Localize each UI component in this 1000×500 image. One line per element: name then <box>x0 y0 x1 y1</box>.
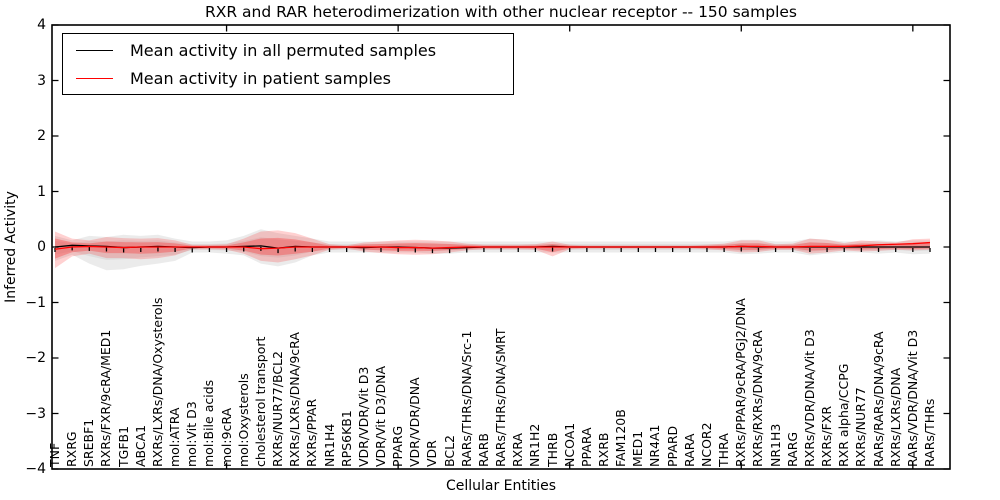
x-tick-label: VDR/VDR/Vit D3 <box>355 366 371 467</box>
x-tick-label: FAM120B <box>613 409 629 467</box>
y-tick-label: −2 <box>25 350 46 366</box>
y-tick-label: −3 <box>25 405 46 422</box>
x-tick-label: RARs/THRs/DNA/Src-1 <box>458 330 474 467</box>
x-tick-label: RARs/RARs/DNA/9cRA <box>870 331 886 467</box>
y-tick-label: −4 <box>25 461 46 477</box>
x-tick-label: TGFB1 <box>115 425 131 467</box>
x-tick-label: RARB <box>475 433 491 467</box>
x-tick-label: VDR/Vit D3/DNA <box>372 365 388 467</box>
x-tick-label: RXRA <box>510 433 526 467</box>
y-tick-label: 3 <box>37 72 46 89</box>
legend-line-permuted-icon <box>76 49 113 51</box>
legend: Mean activity in all permuted samples Me… <box>62 33 514 95</box>
legend-line-patient-icon <box>76 77 113 79</box>
x-tick-label: TNF <box>47 442 62 467</box>
x-tick-label: THRB <box>544 432 560 467</box>
permuted-band-inner <box>55 237 930 260</box>
x-tick-label: RXRs/FXR <box>819 405 835 467</box>
x-tick-label: RXRs/LXRs/DNA/9cRA <box>287 332 303 467</box>
x-tick-label: VDR/VDR/DNA <box>407 377 423 467</box>
y-tick-label: 1 <box>37 183 46 200</box>
x-tick-label: RARs/VDR/DNA/Vit D3 <box>904 329 920 467</box>
x-tick-label: cholesterol transport <box>252 336 268 467</box>
x-tick-label: RXRs/LXRs/DNA <box>887 367 903 467</box>
x-tick-label: BCL2 <box>441 434 457 467</box>
patient-mean-line <box>54 241 931 250</box>
legend-item-permuted: Mean activity in all permuted samples <box>63 36 513 64</box>
x-tick-label: RXR alpha/CCPG <box>836 363 852 467</box>
x-tick-label: mol:Vit D3 <box>184 401 200 467</box>
y-tick-label: 4 <box>37 17 46 33</box>
x-tick-label: RARA <box>681 433 697 467</box>
x-tick-label: RXRs/PPAR <box>304 398 320 467</box>
patient-band-inner <box>55 237 930 259</box>
x-tick-label: VDR <box>424 440 440 467</box>
y-tick-label: 2 <box>37 128 46 144</box>
x-tick-label: RXRs/NUR77 <box>853 387 869 467</box>
x-tick-label: ABCA1 <box>132 424 148 467</box>
legend-item-patient: Mean activity in patient samples <box>63 64 513 92</box>
x-tick-label: RXRs/NUR77/BCL2 <box>270 351 286 467</box>
x-tick-label: NCOA1 <box>561 422 577 467</box>
x-tick-label: mol:Bile acids <box>201 379 217 467</box>
x-tick-label: MED1 <box>630 430 646 467</box>
x-tick-label: RARG <box>784 431 800 467</box>
axis-ticks <box>52 24 950 470</box>
y-tick-label: −1 <box>25 294 46 311</box>
x-tick-label: mol:Oxysterols <box>235 373 251 467</box>
chart-title: RXR and RAR heterodimerization with othe… <box>204 3 798 21</box>
x-tick-label: SREBF1 <box>81 418 97 467</box>
y-tick-label: 0 <box>37 239 46 255</box>
legend-label-patient: Mean activity in patient samples <box>130 68 391 88</box>
x-tick-label: RXRs/RXRs/DNA/9cRA <box>750 330 766 467</box>
x-tick-label: RXRs/LXRs/DNA/Oxysterols <box>149 297 165 467</box>
x-tick-label: PPARD <box>664 425 680 467</box>
x-tick-label: RPS6KB1 <box>338 410 354 467</box>
permuted-band-outer <box>55 229 930 271</box>
x-tick-label: NCOR2 <box>698 422 714 467</box>
patient-band-outer <box>55 230 930 269</box>
x-tick-label: NR1H4 <box>321 423 337 467</box>
x-tick-label: RXRG <box>64 431 80 467</box>
x-tick-label: mol:ATRA <box>167 407 183 467</box>
x-tick-label: NR4A1 <box>647 424 663 468</box>
x-tick-label: RXRs/VDR/DNA/Vit D3 <box>801 329 817 467</box>
x-tick-label: RARs/THRs <box>922 398 937 467</box>
x-tick-label: mol:9cRA <box>218 407 234 467</box>
x-tick-label: RXRs/PPAR/9cRA/PGJ2/DNA <box>733 298 749 467</box>
legend-label-permuted: Mean activity in all permuted samples <box>130 40 437 60</box>
x-tick-label: PPARA <box>578 427 594 467</box>
x-tick-label: THRA <box>716 433 732 467</box>
x-tick-label: PPARG <box>390 425 406 467</box>
x-tick-label: RARs/THRs/DNA/SMRT <box>493 328 509 467</box>
x-axis-label: Cellular Entities <box>445 478 557 494</box>
permuted-line-markers <box>54 246 931 254</box>
x-tick-label: RXRB <box>596 432 612 467</box>
x-tick-label: RXRs/FXR/9cRA/MED1 <box>98 329 114 467</box>
x-tick-label: NR1H3 <box>767 423 783 467</box>
x-tick-label: NR1H2 <box>527 423 543 467</box>
